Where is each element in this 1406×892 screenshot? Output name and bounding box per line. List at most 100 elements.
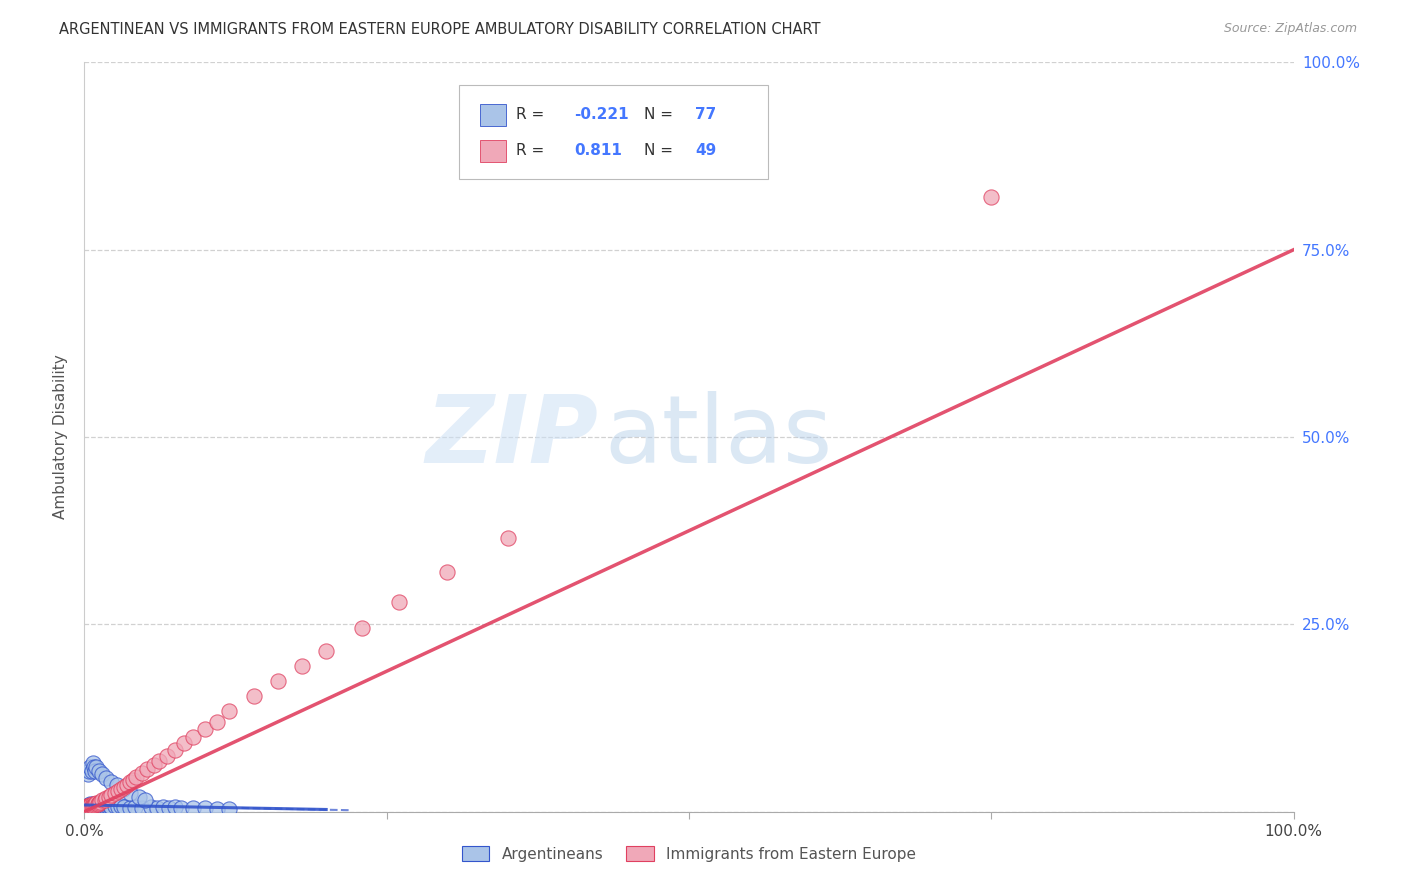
Point [194, 723, 217, 737]
Point [194, 801, 217, 815]
Point [110, 799, 132, 814]
Point [96, 799, 118, 814]
Text: 77: 77 [695, 107, 716, 122]
Point [86, 797, 108, 811]
Point [77, 801, 100, 815]
Text: R =: R = [516, 144, 550, 159]
Point [131, 801, 153, 815]
Point [143, 757, 166, 772]
Point [148, 754, 170, 768]
Point [80, 800, 103, 814]
Point [87, 796, 110, 810]
Point [83, 797, 105, 812]
Text: R =: R = [516, 107, 550, 122]
Point [76, 799, 98, 814]
Point [80, 798, 103, 813]
Point [125, 770, 148, 784]
Point [79, 797, 101, 812]
Point [89, 800, 111, 814]
Point [181, 801, 204, 815]
Point [75, 800, 97, 814]
Point [155, 748, 177, 763]
Point [980, 190, 1002, 204]
Point [267, 673, 290, 688]
Point [112, 782, 135, 797]
Text: atlas: atlas [605, 391, 832, 483]
Point [115, 778, 138, 792]
Point [79, 797, 101, 812]
Point [436, 565, 458, 579]
Point [82, 799, 104, 814]
Text: 49: 49 [695, 144, 716, 159]
Point [91, 798, 114, 813]
Point [80, 764, 103, 778]
Point [77, 767, 100, 781]
Text: N =: N = [644, 144, 678, 159]
Point [84, 798, 107, 813]
Point [87, 764, 110, 778]
Point [157, 801, 180, 815]
Point [76, 801, 98, 815]
FancyBboxPatch shape [479, 103, 506, 126]
Point [104, 799, 127, 814]
Point [134, 793, 156, 807]
Point [86, 800, 108, 814]
Point [165, 800, 187, 814]
Text: ARGENTINEAN VS IMMIGRANTS FROM EASTERN EUROPE AMBULATORY DISABILITY CORRELATION : ARGENTINEAN VS IMMIGRANTS FROM EASTERN E… [59, 22, 821, 37]
Point [100, 789, 122, 803]
Point [82, 798, 104, 813]
Point [84, 797, 107, 812]
Text: N =: N = [644, 107, 678, 122]
Point [218, 704, 240, 718]
Point [91, 793, 114, 807]
Point [97, 789, 120, 804]
Point [84, 799, 107, 814]
Point [94, 771, 117, 785]
Point [86, 798, 108, 813]
Text: ZIP: ZIP [426, 391, 599, 483]
Point [165, 742, 187, 756]
Point [128, 789, 150, 804]
Point [86, 797, 108, 812]
Point [77, 798, 100, 813]
Point [136, 762, 159, 776]
Point [83, 800, 105, 814]
Point [388, 595, 411, 609]
Point [139, 800, 162, 814]
Text: 0.811: 0.811 [574, 144, 621, 159]
Point [91, 767, 114, 781]
Point [77, 800, 100, 814]
Point [120, 786, 142, 800]
Y-axis label: Ambulatory Disability: Ambulatory Disability [53, 355, 69, 519]
Point [218, 802, 240, 816]
Point [105, 779, 128, 793]
Point [86, 798, 108, 813]
Point [80, 799, 103, 814]
Point [77, 798, 100, 813]
FancyBboxPatch shape [479, 140, 506, 162]
Point [86, 799, 108, 814]
Legend: Argentineans, Immigrants from Eastern Europe: Argentineans, Immigrants from Eastern Eu… [456, 840, 922, 868]
Point [107, 783, 129, 797]
Point [94, 800, 117, 814]
Point [83, 799, 105, 814]
Point [83, 760, 105, 774]
Point [82, 797, 104, 812]
Point [82, 798, 104, 813]
Point [131, 765, 153, 780]
Point [77, 799, 100, 814]
Point [107, 800, 129, 814]
Point [152, 800, 174, 814]
Point [77, 800, 100, 814]
Point [93, 800, 115, 814]
Text: -0.221: -0.221 [574, 107, 628, 122]
Point [352, 621, 374, 635]
Point [207, 802, 229, 816]
Point [77, 800, 100, 814]
Point [98, 799, 121, 814]
Point [315, 643, 337, 657]
Point [90, 799, 112, 814]
Point [83, 797, 105, 812]
Point [94, 791, 117, 805]
Point [121, 772, 143, 787]
